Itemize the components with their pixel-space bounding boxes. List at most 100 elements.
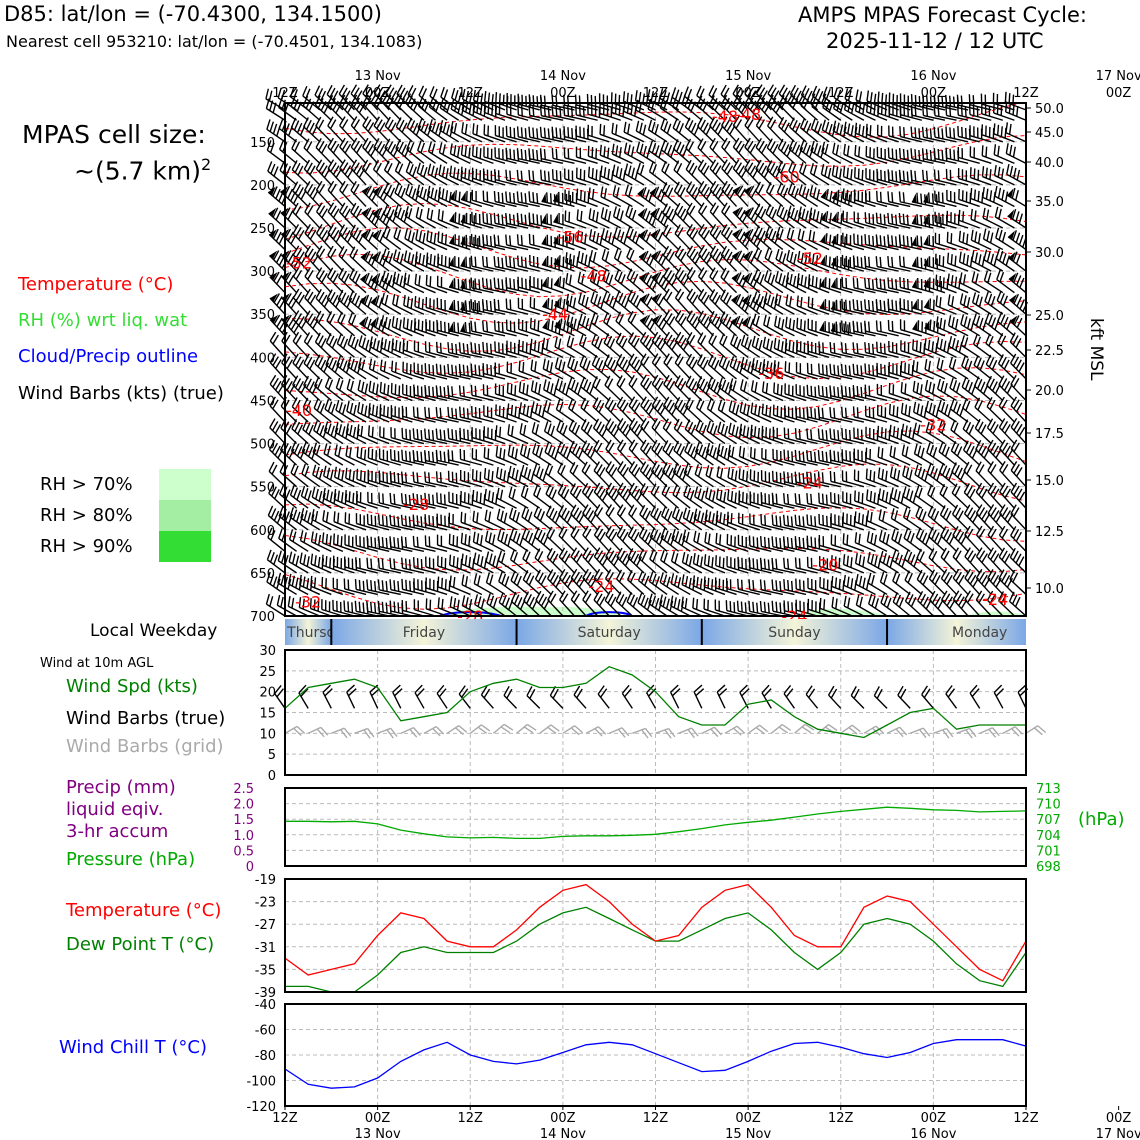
xs-wind-barb-feather <box>881 92 884 104</box>
xs-wind-barb-feather <box>355 90 363 100</box>
xs-wind-barb-feather <box>417 140 422 151</box>
page-subtitle: Nearest cell 953210: lat/lon = (-70.4501… <box>6 32 423 51</box>
xs-wind-barb-feather <box>737 90 745 101</box>
xs-wind-barb-feather <box>635 120 640 132</box>
xs-wind-barb <box>516 126 540 143</box>
xs-wind-barb-feather <box>460 144 464 155</box>
xs-wind-barb-feather <box>350 116 358 126</box>
xs-wind-barb-feather <box>844 88 849 99</box>
xs-wind-barb <box>505 125 529 143</box>
xs-wind-barb-feather <box>811 85 818 96</box>
xs-wind-barb-feather <box>896 105 898 117</box>
xs-wind-barb-feather <box>755 116 763 126</box>
xs-wind-barb-feather <box>450 121 454 132</box>
xs-wind-barb <box>551 105 575 121</box>
xs-wind-barb-feather <box>406 117 413 128</box>
xs-wind-barb-feather <box>475 146 478 158</box>
xs-wind-barb-feather <box>683 86 689 97</box>
xs-wind-barb-feather <box>1000 105 1003 116</box>
xs-wind-barb-feather <box>373 116 380 127</box>
xs-wind-barb <box>265 98 286 121</box>
xs-wind-barb-feather <box>907 106 909 117</box>
xs-wind-barb-feather <box>525 95 527 107</box>
xs-wind-barb-feather <box>266 140 272 151</box>
xs-wind-barb-feather <box>907 95 910 107</box>
xs-wind-barb-feather <box>969 125 971 136</box>
xs-wind-barb-feather <box>684 117 691 128</box>
xs-wind-barb-feather <box>390 144 397 154</box>
xs-wind-barb-feather <box>559 128 562 139</box>
xs-wind-barb-feather <box>563 104 566 116</box>
xs-wind-barb-feather <box>367 122 375 132</box>
xs-wind-barb-feather <box>390 122 397 133</box>
xs-wind-barb-feather <box>937 127 940 139</box>
cell-size-value: ~(5.7 km)2 <box>74 155 211 185</box>
xs-wind-barb-feather <box>472 89 476 101</box>
xs-wind-barb-feather <box>957 125 960 137</box>
xs-wind-barb-feather <box>330 140 337 151</box>
xs-wind-barb-feather <box>726 122 733 132</box>
xs-wind-barb-feather <box>933 126 936 138</box>
xs-wind-barb-feather <box>559 106 562 118</box>
xs-wind-barb-feather <box>892 104 894 116</box>
xs-wind-barb-feather <box>666 123 672 134</box>
isotherm <box>284 395 1027 439</box>
xs-wind-barb-feather <box>417 118 423 129</box>
xs-wind-barb-feather <box>591 125 593 137</box>
xs-wind-barb <box>755 116 772 143</box>
xs-wind-barb-feather <box>571 128 574 139</box>
xs-wind-barb-feather <box>690 122 697 133</box>
legend-rh: RH (%) wrt liq. wat <box>18 310 188 331</box>
xs-wind-barb-feather <box>570 106 574 118</box>
xs-wind-barb-feather <box>964 127 967 139</box>
xs-wind-barb-feather <box>869 102 873 114</box>
xs-wind-barb <box>373 116 390 143</box>
xs-wind-barb-feather <box>825 121 830 133</box>
xs-wind-barb-feather <box>767 116 774 127</box>
xs-wind-barb <box>315 116 332 143</box>
xs-wind-barb <box>755 84 772 111</box>
xs-wind-barb-feather <box>491 104 494 116</box>
xs-wind-barb-feather <box>798 93 805 104</box>
xs-wind-barb-feather <box>528 104 531 116</box>
xs-wind-barb-feather <box>432 99 437 110</box>
precip-label-2: liquid eqiv. <box>66 799 164 820</box>
xs-wind-barb-feather <box>877 102 880 114</box>
xs-wind-barb-feather <box>364 140 372 151</box>
xs-wind-barb-feather <box>404 146 410 158</box>
xs-wind-barb-feather <box>303 117 309 128</box>
xs-wind-barb-feather <box>536 96 539 107</box>
xs-wind-barb-feather <box>314 85 321 96</box>
xs-wind-barb-feather <box>611 122 614 134</box>
xs-wind-barb-feather <box>384 138 391 149</box>
xs-wind-barb-feather <box>996 124 1000 136</box>
xs-wind-barb-feather <box>332 90 339 101</box>
xs-wind-barb <box>350 84 367 111</box>
xs-wind-barb <box>810 118 830 143</box>
xs-wind-barb-feather <box>305 119 312 130</box>
xs-wind-barb-feather <box>291 138 298 149</box>
xs-wind-barb-feather <box>341 140 349 151</box>
xs-wind-barb-feather <box>996 103 999 115</box>
xs-wind-barb-feather <box>634 90 638 101</box>
legend-temperature: Temperature (°C) <box>18 274 174 295</box>
xs-wind-barb-feather <box>880 103 883 115</box>
xs-wind-barb <box>494 125 517 143</box>
xs-wind-barb-feather <box>921 126 925 138</box>
xs-wind-barb-feather <box>858 91 863 102</box>
xs-wind-barb-feather <box>505 125 508 137</box>
xs-wind-barb-feather <box>429 86 435 97</box>
xs-wind-barb-feather <box>281 99 286 111</box>
xs-wind-barb-feather <box>1004 91 1007 103</box>
xs-wind-barb-feather <box>618 104 621 116</box>
xs-wind-barb-feather <box>454 89 459 101</box>
xs-wind-barb-feather <box>758 87 766 97</box>
xs-wind-barb-feather <box>780 119 788 130</box>
xs-wind-barb-feather <box>428 119 433 130</box>
xs-wind-barb <box>471 145 494 165</box>
xs-wind-barb-feather <box>945 126 948 137</box>
rh-80-label: RH > 80% <box>40 505 133 526</box>
xs-wind-barb-feather <box>769 119 777 130</box>
xs-wind-barb-feather <box>476 102 479 114</box>
xs-wind-barb-feather <box>784 90 791 101</box>
